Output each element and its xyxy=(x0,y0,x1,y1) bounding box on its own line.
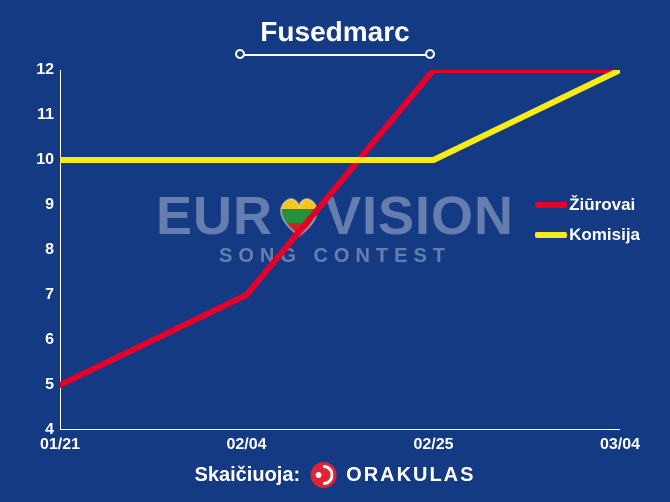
y-tick-label: 10 xyxy=(30,151,54,169)
legend-item: Žiūrovai xyxy=(535,195,640,215)
x-tick-label: 02/04 xyxy=(226,436,266,454)
y-tick-label: 8 xyxy=(30,241,54,259)
x-tick-label: 02/25 xyxy=(413,436,453,454)
chart-plot-area xyxy=(60,70,620,430)
chart-title: Fusedmarc xyxy=(260,16,409,48)
orakulas-logo-icon xyxy=(310,462,336,488)
y-tick-label: 9 xyxy=(30,196,54,214)
y-tick-label: 11 xyxy=(30,106,54,124)
legend-swatch xyxy=(535,202,567,208)
y-tick-label: 6 xyxy=(30,331,54,349)
footer: Skaičiuoja: ORAKULAS xyxy=(195,462,476,488)
y-tick-label: 12 xyxy=(30,61,54,79)
chart-svg xyxy=(60,70,620,430)
x-tick-label: 01/21 xyxy=(40,436,80,454)
y-tick-label: 5 xyxy=(30,376,54,394)
legend-swatch xyxy=(535,232,567,238)
x-tick-label: 03/04 xyxy=(600,436,640,454)
title-underline-dot-left xyxy=(235,49,245,59)
footer-label: Skaičiuoja: xyxy=(195,464,301,487)
y-tick-label: 7 xyxy=(30,286,54,304)
series-line xyxy=(60,70,620,160)
chart-legend: Žiūrovai Komisija xyxy=(535,195,640,245)
legend-item: Komisija xyxy=(535,225,640,245)
title-underline-dot-right xyxy=(425,49,435,59)
footer-brand: ORAKULAS xyxy=(346,464,475,487)
chart-title-text: Fusedmarc xyxy=(260,16,409,47)
legend-label: Žiūrovai xyxy=(569,195,635,215)
legend-label: Komisija xyxy=(569,225,640,245)
title-underline-line xyxy=(240,54,430,56)
